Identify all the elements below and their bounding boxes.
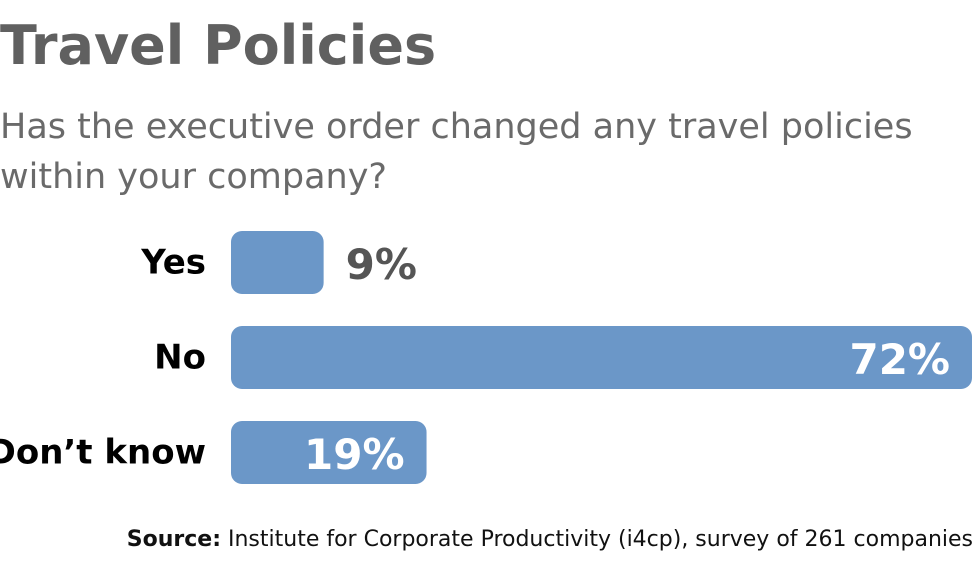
value-label: 72% [849, 335, 950, 384]
bar [231, 421, 427, 484]
bar [231, 326, 972, 389]
source-note: Source: Institute for Corporate Producti… [127, 527, 973, 552]
category-label: No [154, 338, 206, 378]
category-label: Don’t know [0, 433, 206, 473]
chart-title: Travel Policies [0, 14, 437, 77]
value-label: 9% [346, 240, 417, 289]
bar-chart: Yes 9% No 72% Don’t know 19% [0, 231, 972, 484]
source-label: Source: [126, 527, 221, 552]
bar [231, 231, 324, 294]
value-label: 19% [304, 430, 405, 479]
source-text: Institute for Corporate Productivity (i4… [228, 527, 973, 552]
category-label: Yes [140, 243, 206, 283]
chart-subtitle: Has the executive order changed any trav… [0, 107, 913, 197]
